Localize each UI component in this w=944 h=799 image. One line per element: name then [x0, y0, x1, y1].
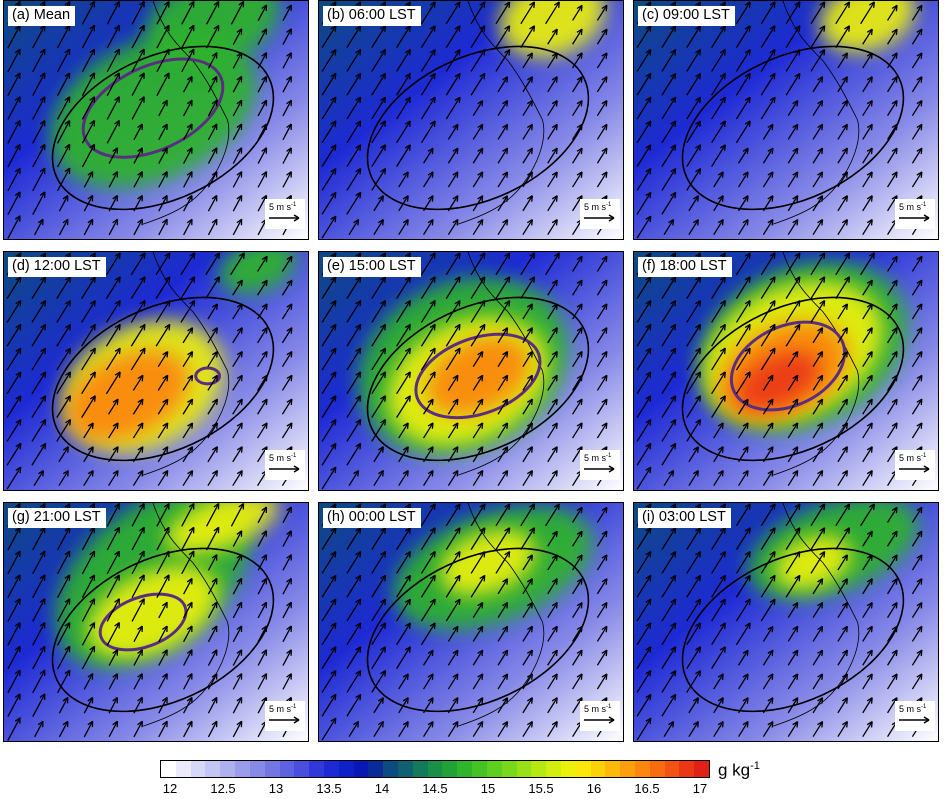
- reference-vector-box: 5 m s-1: [895, 701, 935, 731]
- panel-label: (a) Mean: [8, 6, 75, 26]
- reference-vector-box: 5 m s-1: [580, 199, 620, 229]
- humidity-field: [319, 252, 623, 490]
- panel-label: (i) 03:00 LST: [638, 508, 731, 528]
- colorbar-tick-label: 13: [269, 781, 283, 796]
- reference-vector-exp: -1: [291, 202, 296, 208]
- colorbar-cell: [694, 761, 709, 777]
- panel-label: (d) 12:00 LST: [8, 257, 106, 277]
- colorbar-tick-label: 15.5: [528, 781, 553, 796]
- panel-label: (c) 09:00 LST: [638, 6, 735, 26]
- colorbar-cell: [205, 761, 220, 777]
- colorbar-cell: [220, 761, 235, 777]
- colorbar-units: g kg-1: [718, 760, 760, 781]
- colorbar-cell: [442, 761, 457, 777]
- colorbar-tick-label: 15: [481, 781, 495, 796]
- panel-label: (f) 18:00 LST: [638, 257, 732, 277]
- colorbar-cell: [561, 761, 576, 777]
- map-panel: (g) 21:00 LST 5 m s-1: [3, 502, 309, 742]
- colorbar-cell: [354, 761, 369, 777]
- colorbar-cell: [502, 761, 517, 777]
- colorbar-cell: [517, 761, 532, 777]
- reference-vector-box: 5 m s-1: [895, 199, 935, 229]
- colorbar-tick-label: 16.5: [634, 781, 659, 796]
- colorbar-cell: [620, 761, 635, 777]
- map-panel: (d) 12:00 LST 5 m s-1: [3, 251, 309, 491]
- colorbar-cell: [472, 761, 487, 777]
- colorbar-cell: [679, 761, 694, 777]
- map-panel: (c) 09:00 LST 5 m s-1: [633, 0, 939, 240]
- reference-vector-exp: -1: [606, 202, 611, 208]
- colorbar-cell: [413, 761, 428, 777]
- colorbar-cell: [161, 761, 176, 777]
- humidity-field: [4, 503, 308, 741]
- colorbar-cell: [250, 761, 265, 777]
- colorbar: [160, 760, 710, 778]
- reference-vector-exp: -1: [291, 453, 296, 459]
- reference-vector-box: 5 m s-1: [580, 450, 620, 480]
- colorbar-cell: [650, 761, 665, 777]
- panel-label: (h) 00:00 LST: [323, 508, 421, 528]
- colorbar-cell: [309, 761, 324, 777]
- colorbar-tick-label: 12.5: [210, 781, 235, 796]
- reference-vector-box: 5 m s-1: [895, 450, 935, 480]
- humidity-field: [319, 1, 623, 239]
- reference-vector-exp: -1: [606, 704, 611, 710]
- colorbar-cell: [457, 761, 472, 777]
- panel-label: (g) 21:00 LST: [8, 508, 106, 528]
- colorbar-cell: [176, 761, 191, 777]
- reference-vector-exp: -1: [291, 704, 296, 710]
- colorbar-cell: [280, 761, 295, 777]
- panel-label: (e) 15:00 LST: [323, 257, 421, 277]
- humidity-field: [634, 1, 938, 239]
- colorbar-tick-label: 14: [375, 781, 389, 796]
- humidity-field: [634, 503, 938, 741]
- colorbar-tick-label: 17: [693, 781, 707, 796]
- map-panel: (b) 06:00 LST 5 m s-1: [318, 0, 624, 240]
- panel-label: (b) 06:00 LST: [323, 6, 421, 26]
- map-panel: (f) 18:00 LST 5 m s-1: [633, 251, 939, 491]
- reference-vector-box: 5 m s-1: [265, 199, 305, 229]
- map-panel: (h) 00:00 LST 5 m s-1: [318, 502, 624, 742]
- colorbar-cell: [576, 761, 591, 777]
- colorbar-cell: [546, 761, 561, 777]
- reference-vector-box: 5 m s-1: [265, 701, 305, 731]
- colorbar-tick-label: 16: [587, 781, 601, 796]
- reference-vector-box: 5 m s-1: [580, 701, 620, 731]
- colorbar-tick-label: 13.5: [316, 781, 341, 796]
- colorbar-cell: [605, 761, 620, 777]
- map-panel: (e) 15:00 LST 5 m s-1: [318, 251, 624, 491]
- map-panel: (i) 03:00 LST 5 m s-1: [633, 502, 939, 742]
- colorbar-cell: [191, 761, 206, 777]
- colorbar-tick-label: 14.5: [422, 781, 447, 796]
- colorbar-cell: [294, 761, 309, 777]
- colorbar-cell: [428, 761, 443, 777]
- humidity-field: [4, 252, 308, 490]
- colorbar-cell: [398, 761, 413, 777]
- reference-vector-box: 5 m s-1: [265, 450, 305, 480]
- colorbar-cell: [339, 761, 354, 777]
- reference-vector-exp: -1: [921, 453, 926, 459]
- reference-vector-exp: -1: [606, 453, 611, 459]
- humidity-field: [4, 1, 308, 239]
- reference-vector-exp: -1: [921, 704, 926, 710]
- colorbar-cell: [487, 761, 502, 777]
- colorbar-tick-label: 12: [163, 781, 177, 796]
- colorbar-cell: [531, 761, 546, 777]
- humidity-field: [634, 252, 938, 490]
- colorbar-cell: [635, 761, 650, 777]
- colorbar-cell: [383, 761, 398, 777]
- colorbar-cell: [235, 761, 250, 777]
- colorbar-cell: [324, 761, 339, 777]
- colorbar-cell: [665, 761, 680, 777]
- colorbar-cell: [591, 761, 606, 777]
- map-panel: (a) Mean 5 m s-1: [3, 0, 309, 240]
- colorbar-cell: [265, 761, 280, 777]
- reference-vector-exp: -1: [921, 202, 926, 208]
- humidity-field: [319, 503, 623, 741]
- colorbar-cell: [368, 761, 383, 777]
